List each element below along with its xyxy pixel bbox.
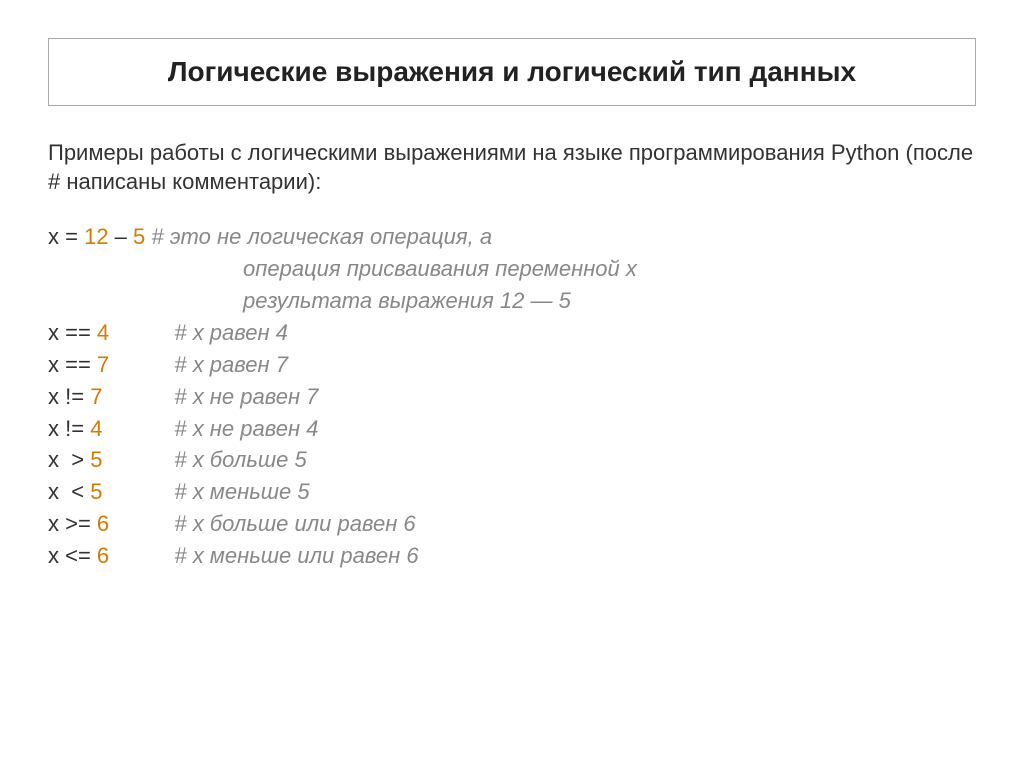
number-literal: 7 — [97, 352, 109, 377]
title-box: Логические выражения и логический тип да… — [48, 38, 976, 106]
number-literal: 4 — [90, 416, 102, 441]
code-comment: # x равен 4 — [174, 320, 288, 345]
number-literal: 12 — [84, 224, 108, 249]
code-line-cont: операция присваивания переменной x — [48, 253, 976, 285]
number-literal: 6 — [97, 543, 109, 568]
expr-text: x < — [48, 479, 90, 504]
number-literal: 4 — [97, 320, 109, 345]
code-comment: # x не равен 4 — [174, 416, 318, 441]
number-literal: 5 — [133, 224, 145, 249]
code-comment: операция присваивания переменной x — [243, 256, 637, 281]
code-line: x > 5 # x больше 5 — [48, 444, 976, 476]
code-comment: # x больше 5 — [174, 447, 306, 472]
code-comment: # x меньше 5 — [174, 479, 309, 504]
code-line: x == 4 # x равен 4 — [48, 317, 976, 349]
code-comment: результата выражения 12 — 5 — [243, 288, 571, 313]
code-line-cont: результата выражения 12 — 5 — [48, 285, 976, 317]
code-line: x == 7 # x равен 7 — [48, 349, 976, 381]
slide-title: Логические выражения и логический тип да… — [69, 53, 955, 91]
code-line-assign: x = 12 – 5 # это не логическая операция,… — [48, 221, 976, 253]
expr-text: x != — [48, 384, 90, 409]
code-comment: # x меньше или равен 6 — [174, 543, 418, 568]
number-literal: 5 — [90, 447, 102, 472]
expr-text: x != — [48, 416, 90, 441]
number-literal: 6 — [97, 511, 109, 536]
code-line: x != 7 # x не равен 7 — [48, 381, 976, 413]
code-line: x != 4 # x не равен 4 — [48, 413, 976, 445]
intro-paragraph: Примеры работы с логическими выражениями… — [48, 138, 976, 197]
expr-text: x = — [48, 224, 84, 249]
expr-text: x == — [48, 352, 97, 377]
expr-text: x > — [48, 447, 90, 472]
expr-text: – — [109, 224, 133, 249]
code-line: x < 5 # x меньше 5 — [48, 476, 976, 508]
code-line: x <= 6 # x меньше или равен 6 — [48, 540, 976, 572]
expr-text: x == — [48, 320, 97, 345]
code-comment: # x равен 7 — [174, 352, 288, 377]
number-literal: 5 — [90, 479, 102, 504]
code-comment: # x не равен 7 — [174, 384, 318, 409]
code-block: x = 12 – 5 # это не логическая операция,… — [48, 221, 976, 572]
code-comment: # x больше или равен 6 — [174, 511, 415, 536]
expr-text: x <= — [48, 543, 97, 568]
number-literal: 7 — [90, 384, 102, 409]
code-comment: # это не логическая операция, а — [145, 224, 492, 249]
expr-text: x >= — [48, 511, 97, 536]
code-line: x >= 6 # x больше или равен 6 — [48, 508, 976, 540]
